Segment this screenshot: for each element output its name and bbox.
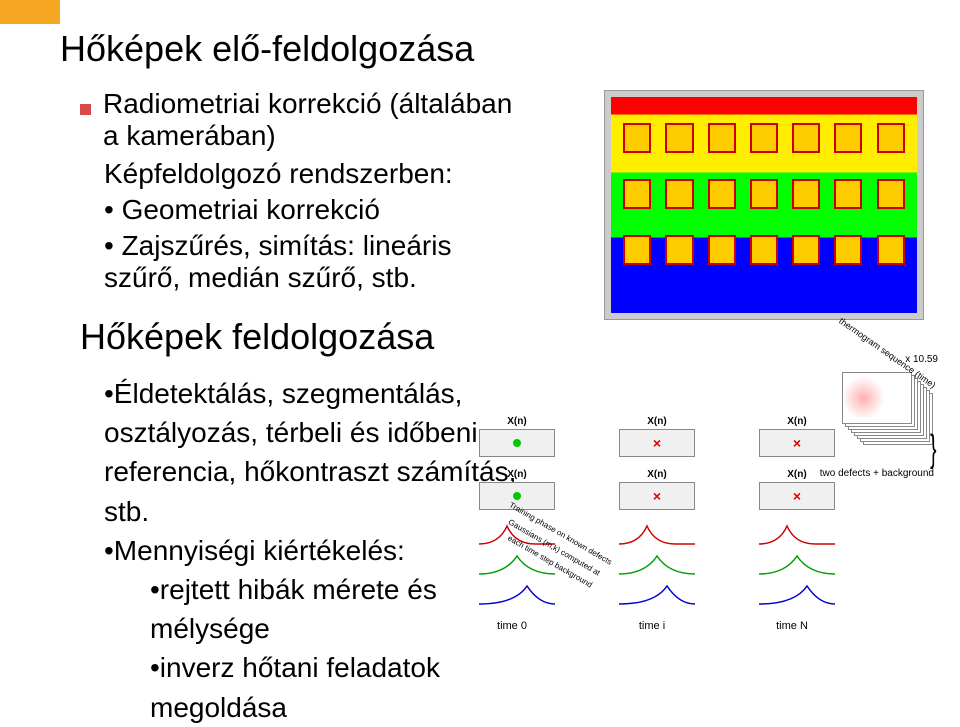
xn-label: X(n): [472, 469, 562, 480]
thermal-window: [665, 179, 693, 209]
diagram-box: [619, 482, 695, 510]
thermogram-stack: thermogram sequence (time): [842, 372, 932, 462]
gaussian-icon: [759, 582, 835, 606]
thermogram-diagram: x 10.59 thermogram sequence (time) } two…: [472, 372, 942, 612]
diagram-column: X(n) X(n): [612, 416, 702, 612]
diagram-box: [759, 482, 835, 510]
thermal-window: [877, 123, 905, 153]
dot-sub-1: •rejtett hibák mérete és mélysége: [150, 570, 520, 648]
thermal-window: [623, 123, 651, 153]
thermal-window-row: [623, 123, 905, 153]
xn-label: X(n): [752, 416, 842, 427]
thermal-window: [750, 235, 778, 265]
sub-bullet-1: • Geometriai korrekció: [104, 194, 520, 226]
gaussian-icon: [619, 552, 695, 576]
xn-label: X(n): [612, 416, 702, 427]
thermal-window: [834, 179, 862, 209]
slide-content: Hőképek elő-feldolgozása Radiometriai ko…: [0, 0, 560, 727]
xn-label: X(n): [752, 469, 842, 480]
diagram-box: [479, 429, 555, 457]
thermal-image-frame: [604, 90, 924, 320]
xn-label: X(n): [472, 416, 562, 427]
thermal-window-row: [623, 235, 905, 265]
thermal-window: [834, 235, 862, 265]
diagram-column: X(n) X(n): [752, 416, 842, 612]
bullet-text: Radiometriai korrekció (általában a kame…: [103, 88, 520, 152]
time-label: time 0: [462, 620, 562, 632]
xn-label: X(n): [612, 469, 702, 480]
thermal-window: [750, 123, 778, 153]
gaussian-icon: [759, 552, 835, 576]
dot-sub-2: •inverz hőtani feladatok megoldása: [150, 648, 520, 726]
diagram-box: [619, 429, 695, 457]
thermal-window: [623, 179, 651, 209]
gaussian-icon: [619, 522, 695, 546]
thermal-window: [665, 123, 693, 153]
thermal-window: [708, 235, 736, 265]
thermal-window-row: [623, 179, 905, 209]
bullet-line-2: Képfeldolgozó rendszerben:: [104, 158, 520, 190]
time-label: time i: [602, 620, 702, 632]
thermal-window: [877, 235, 905, 265]
corner-accent: [0, 0, 60, 24]
thermal-window: [708, 123, 736, 153]
thermal-window: [708, 179, 736, 209]
bullet-line-1: Radiometriai korrekció (általában a kame…: [80, 88, 520, 152]
diagram-box: [759, 429, 835, 457]
gaussian-icon: [619, 582, 695, 606]
thermal-image: [611, 97, 917, 313]
slide-subtitle: Hőképek feldolgozása: [80, 316, 520, 358]
stack-card: [842, 372, 912, 424]
dot-bullet-2: •Mennyiségi kiértékelés:: [104, 531, 520, 570]
sub-bullet-2: • Zajszűrés, simítás: lineáris szűrő, me…: [104, 230, 520, 294]
thermal-window: [792, 235, 820, 265]
thermal-window: [623, 235, 651, 265]
gaussian-icon: [759, 522, 835, 546]
gaussian-icon: [479, 582, 555, 606]
time-label: time N: [742, 620, 842, 632]
thermal-window: [834, 123, 862, 153]
thermal-window: [750, 179, 778, 209]
bullet-square-icon: [80, 104, 91, 115]
thermal-window: [792, 179, 820, 209]
thermal-window: [877, 179, 905, 209]
thermal-window: [792, 123, 820, 153]
dot-bullet-1: •Éldetektálás, szegmentálás, osztályozás…: [104, 374, 520, 531]
thermal-window: [665, 235, 693, 265]
slide-title: Hőképek elő-feldolgozása: [60, 28, 520, 70]
brace-icon: }: [930, 428, 936, 471]
